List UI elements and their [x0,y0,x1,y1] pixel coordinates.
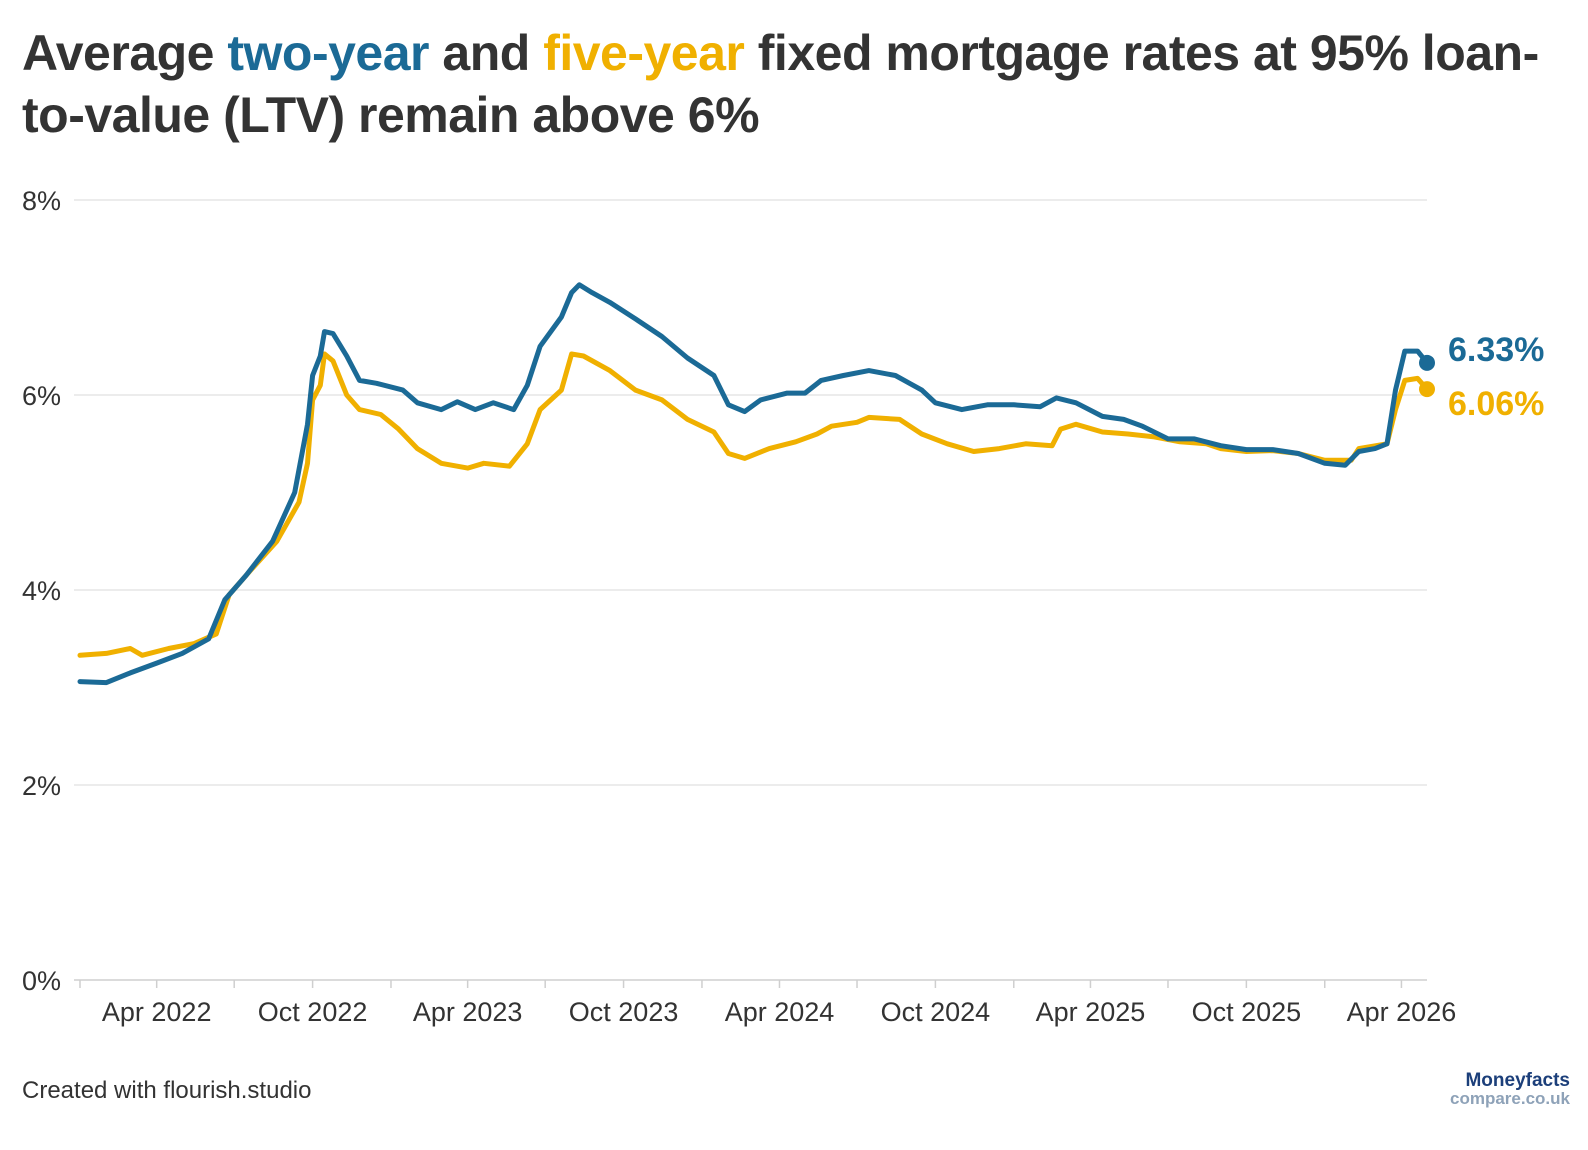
x-tick-label: Oct 2025 [1192,997,1302,1027]
logo-sub-text: compare.co.uk [1450,1089,1570,1108]
y-tick-label: 6% [22,381,61,411]
x-tick-label: Apr 2022 [102,997,212,1027]
y-tick-label: 4% [22,576,61,606]
title-two-year: two-year [227,25,429,81]
series-line-two-year [77,282,1430,686]
x-tick-label: Apr 2023 [413,997,523,1027]
y-tick-label: 8% [22,186,61,216]
end-label-two-year: 6.33% [1448,331,1544,369]
x-tick-label: Apr 2024 [725,997,835,1027]
y-tick-label: 0% [22,966,61,996]
x-tick-label: Oct 2022 [258,997,368,1027]
title-five-year: five-year [543,25,745,81]
footer-credit[interactable]: Created with flourish.studio [22,1077,312,1104]
logo-main-text: Moneyfacts [1465,1070,1570,1091]
x-tick-label: Oct 2024 [881,997,991,1027]
y-tick-label: 2% [22,771,61,801]
x-tick-label: Apr 2025 [1036,997,1146,1027]
line-chart: 0% 2% 4% 6% 8% Apr 2022 Oct 2022 Apr 2023 Oct 20… [22,186,1544,1027]
title-part-5: fixed mortgage rates at 95% loan-to-valu… [22,25,1539,143]
end-point-two-year [1419,354,1435,371]
chart-title: Average two-year and five-year fixed mor… [22,22,1562,146]
end-label-five-year: 6.06% [1448,385,1544,423]
series-line-five-year [77,351,1430,658]
title-part-1: Average [22,25,228,81]
title-part-3: and [429,25,544,81]
end-point-five-year [1419,381,1435,398]
x-tick-label: Apr 2026 [1347,997,1457,1027]
x-tick-label: Oct 2023 [569,997,679,1027]
moneyfacts-logo[interactable]: Moneyfacts compare.co.uk [1420,1070,1570,1108]
